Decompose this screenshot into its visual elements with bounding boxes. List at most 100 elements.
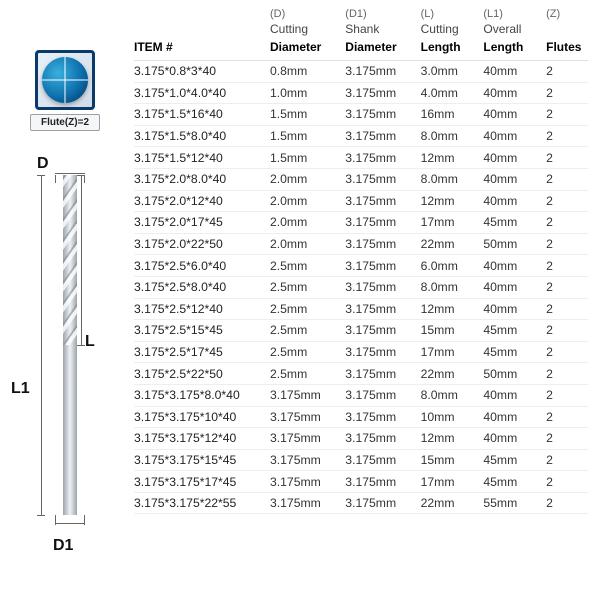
cell: 2: [546, 104, 588, 126]
cell: 8.0mm: [421, 125, 484, 147]
cell: 3.175*2.5*15*45: [134, 320, 270, 342]
table-row: 3.175*2.5*8.0*402.5mm3.175mm8.0mm40mm2: [134, 276, 588, 298]
cutting-section: [63, 175, 77, 345]
cell: 40mm: [483, 384, 546, 406]
cell: 2: [546, 125, 588, 147]
cell: 40mm: [483, 190, 546, 212]
dim-l-label: L: [85, 333, 95, 351]
cell: 2: [546, 233, 588, 255]
cell: 3.175*3.175*17*45: [134, 471, 270, 493]
table-row: 3.175*3.175*15*453.175mm3.175mm15mm45mm2: [134, 449, 588, 471]
cell: 8.0mm: [421, 384, 484, 406]
table-row: 3.175*3.175*8.0*403.175mm3.175mm8.0mm40m…: [134, 384, 588, 406]
dim-tick: [77, 345, 85, 346]
page: Flute(Z)=2 D L L1 D1: [0, 0, 600, 600]
col-name1: Overall: [483, 22, 546, 40]
cell: 2: [546, 147, 588, 169]
cell: 2: [546, 471, 588, 493]
cell: 3.175*3.175*22*55: [134, 492, 270, 514]
dim-d-label: D: [37, 155, 49, 173]
col-name1: Cutting: [421, 22, 484, 40]
cell: 3.175mm: [270, 428, 345, 450]
cell: 2: [546, 406, 588, 428]
col-name1: Cutting: [270, 22, 345, 40]
cell: 2: [546, 449, 588, 471]
cell: 40mm: [483, 125, 546, 147]
cell: 40mm: [483, 147, 546, 169]
cell: 3.175mm: [270, 449, 345, 471]
cell: 3.175mm: [345, 428, 420, 450]
table-row: 3.175*2.0*12*402.0mm3.175mm12mm40mm2: [134, 190, 588, 212]
table-row: 3.175*1.5*8.0*401.5mm3.175mm8.0mm40mm2: [134, 125, 588, 147]
cell: 3.175*2.5*6.0*40: [134, 255, 270, 277]
cell: 3.175*2.0*12*40: [134, 190, 270, 212]
cell: 3.175*2.5*12*40: [134, 298, 270, 320]
cell: 3.175mm: [270, 406, 345, 428]
cell: 2.5mm: [270, 255, 345, 277]
col-code: (D): [270, 8, 345, 22]
cell: 50mm: [483, 233, 546, 255]
table-row: 3.175*0.8*3*400.8mm3.175mm3.0mm40mm2: [134, 61, 588, 83]
cell: 12mm: [421, 190, 484, 212]
table-row: 3.175*1.0*4.0*401.0mm3.175mm4.0mm40mm2: [134, 82, 588, 104]
cell: 40mm: [483, 168, 546, 190]
flute-count-label: Flute(Z)=2: [30, 114, 100, 131]
col-name2: Diameter: [270, 40, 345, 61]
left-panel: Flute(Z)=2 D L L1 D1: [0, 0, 130, 600]
cell: 22mm: [421, 233, 484, 255]
cell: 3.175*1.5*12*40: [134, 147, 270, 169]
table-head: (D)(D1)(L)(L1)(Z) CuttingShankCuttingOve…: [134, 8, 588, 61]
cell: 3.175mm: [345, 492, 420, 514]
cell: 3.175*2.0*8.0*40: [134, 168, 270, 190]
cell: 1.5mm: [270, 104, 345, 126]
cell: 3.175*1.0*4.0*40: [134, 82, 270, 104]
cell: 3.175mm: [270, 471, 345, 493]
cell: 3.0mm: [421, 61, 484, 83]
cell: 45mm: [483, 320, 546, 342]
col-code: [134, 8, 270, 22]
spec-table: (D)(D1)(L)(L1)(Z) CuttingShankCuttingOve…: [134, 8, 588, 514]
cell: 3.175mm: [345, 255, 420, 277]
cell: 2.5mm: [270, 363, 345, 385]
cell: 3.175*2.5*8.0*40: [134, 276, 270, 298]
cell: 3.175*2.5*22*50: [134, 363, 270, 385]
dim-tick: [77, 175, 85, 176]
dim-l1-label: L1: [11, 380, 30, 398]
dim-line: [41, 175, 42, 515]
col-name2: ITEM #: [134, 40, 270, 61]
cell: 16mm: [421, 104, 484, 126]
cell: 2: [546, 61, 588, 83]
cell: 1.5mm: [270, 125, 345, 147]
cell: 40mm: [483, 428, 546, 450]
cell: 17mm: [421, 212, 484, 234]
cell: 8.0mm: [421, 276, 484, 298]
dim-tick: [84, 175, 85, 183]
cell: 3.175*2.5*17*45: [134, 341, 270, 363]
cell: 12mm: [421, 298, 484, 320]
table-row: 3.175*2.5*17*452.5mm3.175mm17mm45mm2: [134, 341, 588, 363]
table-row: 3.175*2.0*8.0*402.0mm3.175mm8.0mm40mm2: [134, 168, 588, 190]
table-row: 3.175*2.5*15*452.5mm3.175mm15mm45mm2: [134, 320, 588, 342]
col-code: (D1): [345, 8, 420, 22]
dim-line: [55, 173, 85, 174]
cell: 12mm: [421, 428, 484, 450]
col-name1: [134, 22, 270, 40]
cell: 45mm: [483, 212, 546, 234]
cell: 17mm: [421, 341, 484, 363]
cell: 3.175*1.5*16*40: [134, 104, 270, 126]
shank-section: [63, 345, 77, 515]
cell: 1.5mm: [270, 147, 345, 169]
col-name1: [546, 22, 588, 40]
cell: 3.175mm: [345, 61, 420, 83]
cell: 2.0mm: [270, 190, 345, 212]
cell: 3.175mm: [345, 147, 420, 169]
cell: 2: [546, 255, 588, 277]
tool-body: [63, 175, 77, 515]
cell: 40mm: [483, 255, 546, 277]
cell: 40mm: [483, 82, 546, 104]
cell: 3.175mm: [345, 233, 420, 255]
cell: 3.175mm: [345, 104, 420, 126]
col-name1: Shank: [345, 22, 420, 40]
col-name2: Diameter: [345, 40, 420, 61]
cell: 3.175mm: [345, 125, 420, 147]
